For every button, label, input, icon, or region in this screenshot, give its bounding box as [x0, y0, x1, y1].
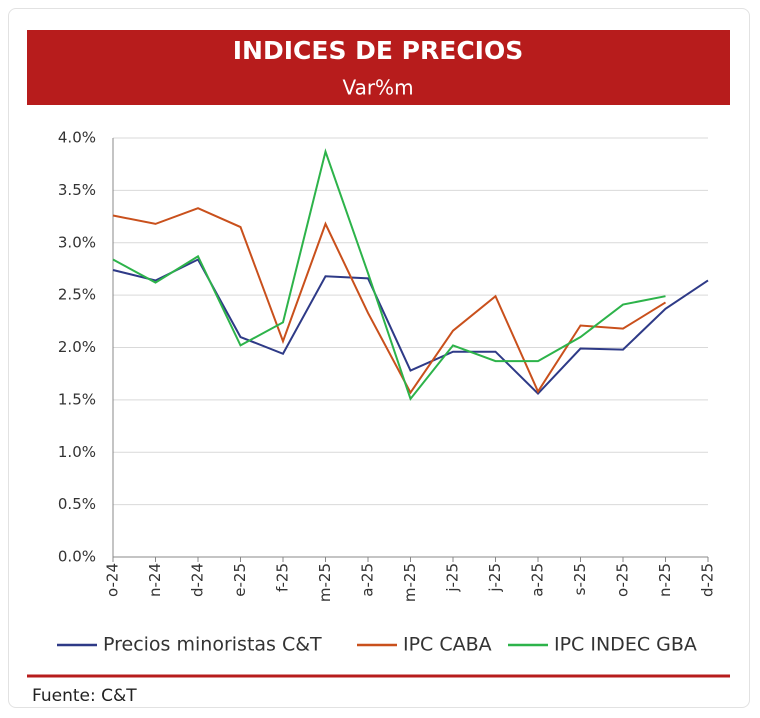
- x-tick-label: d-25: [699, 563, 717, 597]
- y-tick-label: 0.0%: [58, 548, 96, 566]
- x-tick-label: o-24: [104, 563, 122, 597]
- x-tick-label: m-25: [401, 563, 419, 602]
- y-tick-label: 2.5%: [58, 286, 96, 304]
- y-tick-label: 1.0%: [58, 443, 96, 461]
- legend-label: Precios minoristas C&T: [103, 634, 322, 656]
- chart-title: INDICES DE PRECIOS: [233, 36, 524, 65]
- x-tick-label: f-25: [274, 563, 292, 592]
- x-tick-label: m-25: [316, 563, 334, 602]
- x-tick-label: a-25: [359, 563, 377, 597]
- legend-label: IPC CABA: [403, 634, 492, 656]
- header-band: [27, 30, 730, 105]
- y-tick-label: 3.5%: [58, 181, 96, 199]
- chart-subtitle: Var%m: [342, 76, 413, 100]
- x-tick-label: o-25: [614, 563, 632, 597]
- x-tick-label: j-25: [444, 563, 462, 593]
- y-tick-label: 0.5%: [58, 495, 96, 513]
- card: [8, 8, 750, 708]
- x-tick-label: s-25: [571, 563, 589, 595]
- y-tick-label: 1.5%: [58, 390, 96, 408]
- y-tick-label: 2.0%: [58, 338, 96, 356]
- source-note: Fuente: C&T: [32, 686, 137, 706]
- x-tick-label: d-24: [189, 563, 207, 597]
- y-tick-label: 4.0%: [58, 129, 96, 147]
- series-line: [112, 148, 666, 401]
- x-tick-label: n-25: [656, 563, 674, 597]
- x-tick-label: j-25: [486, 563, 504, 593]
- series-line: [112, 258, 709, 396]
- y-tick-label: 3.0%: [58, 233, 96, 251]
- x-tick-label: n-24: [146, 563, 164, 597]
- x-tick-label: e-25: [231, 563, 249, 597]
- series-line: [112, 207, 667, 395]
- x-tick-label: a-25: [529, 563, 547, 597]
- legend-label: IPC INDEC GBA: [554, 634, 697, 656]
